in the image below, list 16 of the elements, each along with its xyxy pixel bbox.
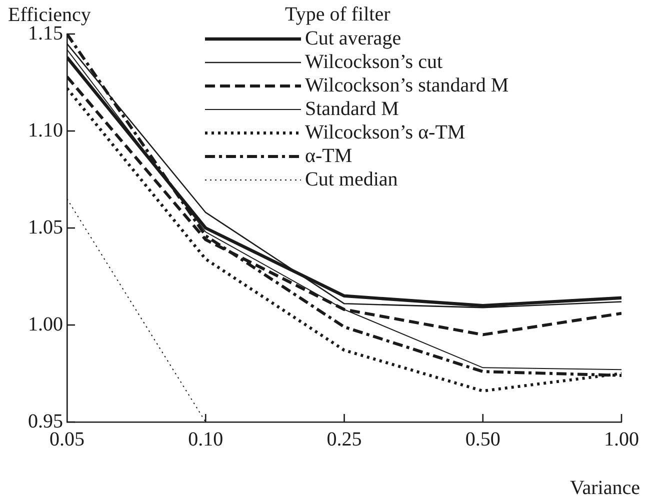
- x-tick-label: 1.00: [604, 428, 639, 450]
- legend-label: Standard M: [305, 98, 400, 120]
- y-tick-label: 1.00: [28, 313, 63, 336]
- y-tick-label: 1.05: [28, 216, 63, 238]
- y-tick-label: 1.10: [28, 119, 63, 142]
- legend-label: Cut median: [305, 168, 398, 190]
- x-tick-label: 0.10: [188, 428, 224, 450]
- legend-title: Type of filter: [285, 3, 391, 26]
- x-tick-label: 0.25: [326, 428, 362, 450]
- legend-label: Cut average: [305, 27, 402, 50]
- legend-label: Wilcockson’s standard M: [305, 74, 509, 96]
- x-tick-label: 0.50: [465, 428, 500, 450]
- legend-label: Wilcockson’s α-TM: [305, 121, 466, 144]
- x-axis-title: Variance: [570, 477, 640, 499]
- legend-label: Wilcockson’s cut: [305, 50, 443, 73]
- legend-label: α-TM: [305, 144, 352, 167]
